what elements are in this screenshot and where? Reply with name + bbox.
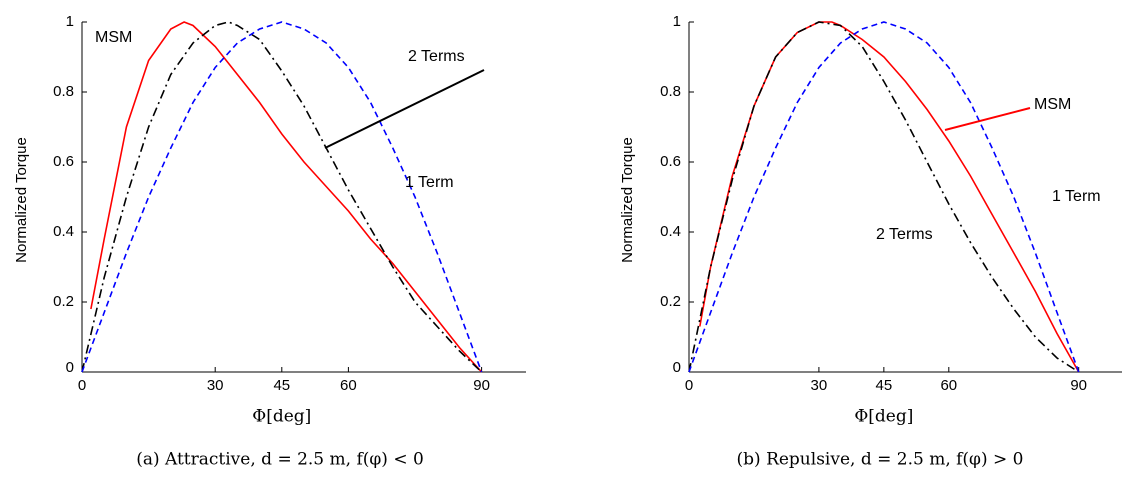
y-tick-label: 0.6: [53, 153, 74, 170]
annotation: 2 Terms: [408, 48, 465, 65]
line-series: [688, 21, 1080, 373]
y-tick-label: 0.2: [660, 293, 681, 310]
y-tick-label: 0.8: [53, 83, 74, 100]
annotation: 1 Term: [1052, 188, 1101, 205]
line-series: [81, 21, 483, 373]
annotation-pointer: [944, 107, 1031, 131]
caption: (b) Repulsive, d = 2.5 m, f(φ) > 0: [737, 450, 1024, 470]
x-tick-label: 0: [78, 377, 86, 394]
x-axis-label: Φ[deg]: [854, 407, 913, 427]
y-tick-label: 0.4: [660, 223, 681, 240]
x-tick-label: 90: [473, 377, 490, 394]
x-axis-label: Φ[deg]: [252, 407, 311, 427]
annotation: MSM: [1034, 96, 1071, 113]
y-tick-label: 0.4: [53, 223, 74, 240]
x-tick-label: 90: [1070, 377, 1087, 394]
x-tick-label: 45: [876, 377, 893, 394]
line-series: [699, 21, 1080, 373]
y-tick-label: 1: [66, 13, 74, 30]
line-series: [81, 21, 483, 373]
y-tick-label: 0: [673, 359, 681, 376]
x-tick-label: 60: [940, 377, 957, 394]
line-series: [90, 21, 483, 373]
y-tick-label: 0.6: [660, 153, 681, 170]
annotation: 2 Terms: [876, 226, 933, 243]
line-series: [688, 21, 1080, 373]
annotation-pointer: [324, 69, 485, 149]
x-tick-label: 60: [340, 377, 357, 394]
x-tick-label: 30: [207, 377, 224, 394]
y-tick-label: 0.8: [660, 83, 681, 100]
x-tick-label: 30: [811, 377, 828, 394]
annotation: 1 Term: [405, 174, 454, 191]
x-tick-label: 45: [273, 377, 290, 394]
caption: (a) Attractive, d = 2.5 m, f(φ) < 0: [136, 450, 424, 470]
y-axis-label: Normalized Torque: [619, 137, 636, 263]
x-tick-label: 0: [685, 377, 693, 394]
y-axis-label: Normalized Torque: [13, 137, 30, 263]
y-tick-label: 1: [673, 13, 681, 30]
y-tick-label: 0.2: [53, 293, 74, 310]
annotation: MSM: [95, 29, 132, 46]
y-tick-label: 0: [66, 359, 74, 376]
